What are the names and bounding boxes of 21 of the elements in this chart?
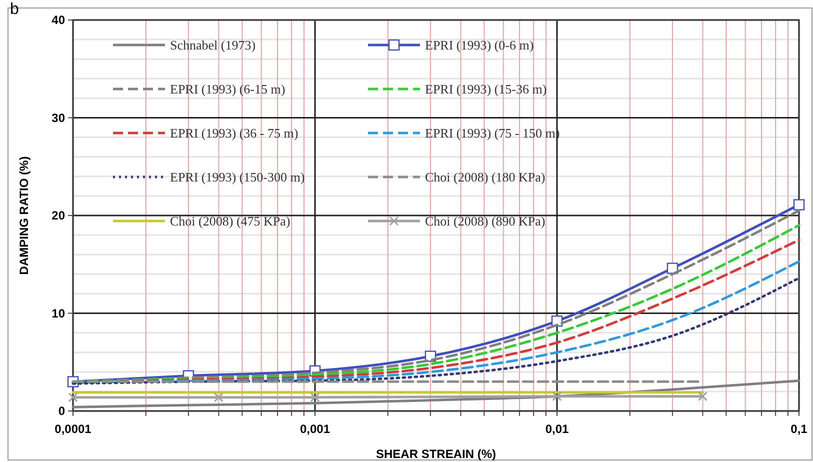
x-tick-label: 0,01 (545, 422, 569, 436)
x-tick-label: 0,001 (300, 422, 330, 436)
y-tick-label: 40 (52, 13, 66, 28)
y-tick-label: 0 (58, 404, 66, 418)
legend-label: EPRI (1993) (0-6 m) (425, 38, 534, 53)
y-axis-title: DAMPING RATIO (%) (17, 156, 31, 275)
legend-label: Choi (2008) (890 KPa) (425, 214, 546, 229)
legend-label: Schnabel (1973) (170, 38, 256, 53)
x-tick-label: 0,0001 (54, 422, 92, 436)
legend-label: EPRI (1993) (6-15 m) (170, 82, 286, 97)
legend-label: EPRI (1993) (15-36 m) (425, 82, 547, 97)
legend-label: EPRI (1993) (36 - 75 m) (170, 126, 298, 141)
y-tick-label: 10 (52, 306, 66, 320)
legend-label: EPRI (1993) (150-300 m) (170, 170, 305, 185)
y-tick-label: 20 (52, 208, 66, 223)
legend-label: Choi (2008) (180 KPa) (425, 170, 546, 185)
x-axis-title: SHEAR STREAIN (%) (376, 447, 496, 461)
y-tick-label: 30 (52, 110, 66, 125)
text: b (10, 1, 19, 18)
legend-label: Choi (2008) (475 KPa) (170, 214, 290, 229)
x-tick-label: 0,1 (790, 422, 808, 436)
